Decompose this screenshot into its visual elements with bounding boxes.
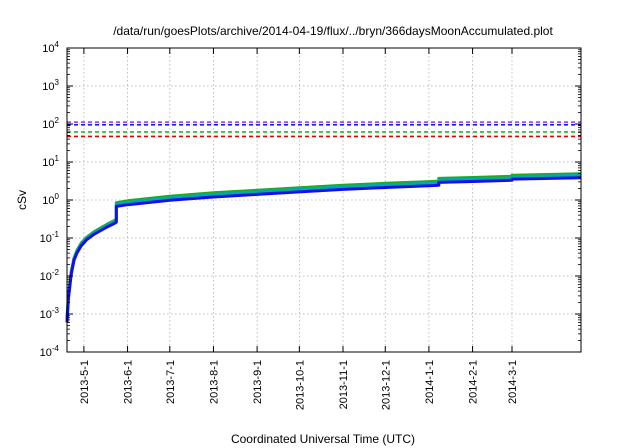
x-tick-label: 2013-12-1 xyxy=(380,360,392,410)
x-tick-label: 2013-8-1 xyxy=(208,360,220,404)
chart-title: /data/run/goesPlots/archive/2014-04-19/f… xyxy=(113,24,553,38)
y-axis-label: cSv xyxy=(15,190,29,210)
x-tick-label: 2013-5-1 xyxy=(79,360,91,404)
x-tick-label: 2013-7-1 xyxy=(165,360,177,404)
x-tick-label: 2014-2-1 xyxy=(468,360,480,404)
x-ticks: 2013-5-1 2013-6-1 2013-7-1 2013-8-1 2013-9-1… xyxy=(79,48,519,410)
x-axis-label: Coordinated Universal Time (UTC) xyxy=(231,432,415,446)
x-tick-label: 2013-9-1 xyxy=(252,360,264,404)
series-lines xyxy=(65,172,582,323)
x-tick-label: 2014-1-1 xyxy=(424,360,436,404)
x-tick-label: 2013-11-1 xyxy=(338,360,350,409)
x-tick-label: 2013-6-1 xyxy=(123,360,135,404)
series-line xyxy=(65,176,582,323)
x-tick-label: 2013-10-1 xyxy=(294,360,306,410)
x-tick-label: 2014-3-1 xyxy=(507,360,519,404)
reference-lines xyxy=(67,121,581,138)
